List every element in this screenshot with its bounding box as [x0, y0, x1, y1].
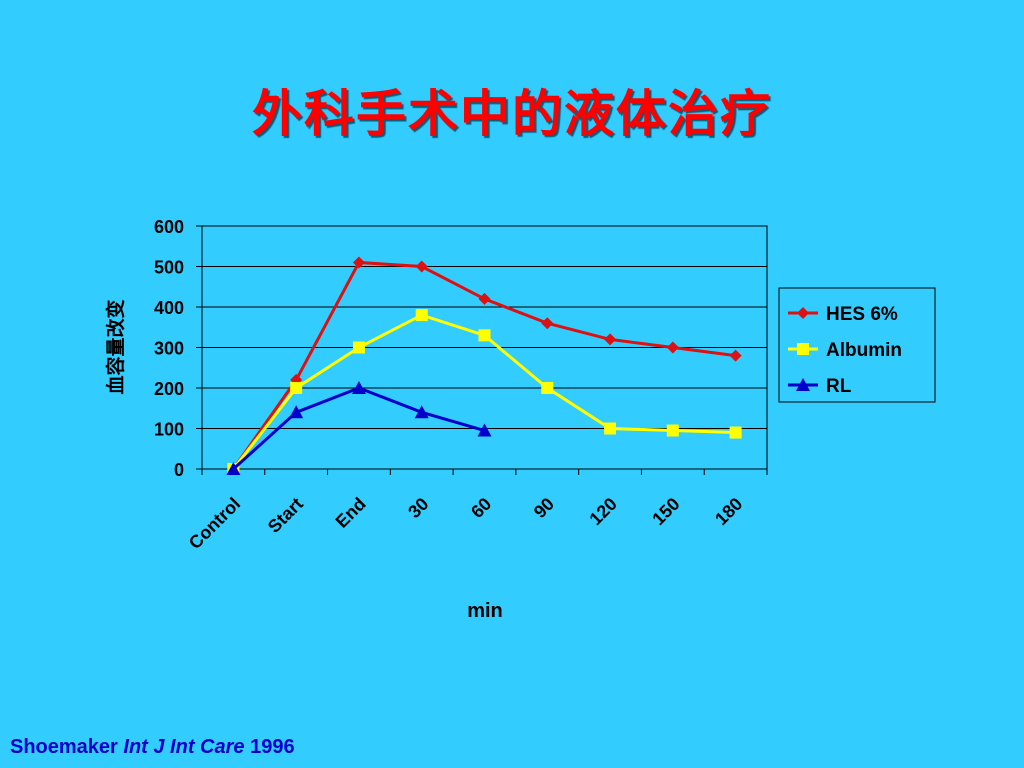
y-axis-label: 血容量改变: [104, 299, 127, 394]
citation: Shoemaker Int J Int Care 1996: [10, 736, 295, 759]
x-tick-label: 60: [467, 494, 495, 522]
x-tick-label: 30: [404, 494, 432, 522]
legend-label: Albumin: [826, 340, 902, 361]
data-point-albumin: [415, 309, 428, 322]
legend-item-albumin: Albumin: [788, 340, 902, 361]
data-point-hes-6: [415, 260, 428, 273]
data-point-albumin: [352, 341, 365, 354]
x-tick-label: 90: [530, 494, 558, 522]
legend-item-hes-6: HES 6%: [788, 304, 898, 325]
citation-year: 1996: [244, 736, 295, 758]
legend-marker: [797, 307, 809, 319]
y-tick-label: 400: [154, 298, 184, 318]
citation-journal: Int J Int Care: [123, 736, 245, 758]
y-tick-label: 0: [174, 460, 184, 480]
series-hes-6: [227, 256, 742, 475]
data-point-albumin: [666, 424, 679, 437]
y-tick-label: 200: [154, 379, 184, 399]
data-point-rl: [414, 405, 429, 419]
y-tick-label: 500: [154, 258, 184, 278]
legend-label: HES 6%: [826, 304, 898, 325]
data-point-rl: [289, 405, 304, 419]
y-axis: 0 100 200 300 400 500 600: [154, 217, 202, 480]
data-point-rl: [477, 423, 492, 437]
data-point-rl: [226, 462, 241, 475]
y-tick-label: 100: [154, 420, 184, 440]
legend-label: RL: [826, 376, 852, 397]
data-point-hes-6: [729, 349, 742, 362]
data-point-albumin: [541, 382, 554, 394]
x-tick-label: 180: [711, 494, 746, 529]
series-rl: [226, 381, 492, 475]
data-point-hes-6: [478, 292, 491, 305]
x-tick-label: 120: [585, 494, 620, 529]
series-albumin: [227, 309, 742, 475]
legend-marker: [796, 378, 810, 391]
legend-item-rl: RL: [788, 376, 852, 397]
data-point-hes-6: [666, 341, 679, 354]
x-tick-label: Start: [264, 494, 307, 537]
data-point-rl: [351, 381, 366, 394]
data-point-hes-6: [352, 256, 365, 269]
y-tick-label: 600: [154, 217, 184, 237]
data-point-albumin: [604, 422, 617, 435]
legend: HES 6% Albumin RL: [778, 287, 936, 403]
x-axis-label: min: [467, 600, 503, 622]
citation-author: Shoemaker: [10, 736, 124, 758]
data-point-albumin: [290, 382, 303, 394]
x-tick-label: 150: [648, 494, 683, 529]
slide-title: 外科手术中的液体治疗: [252, 85, 772, 143]
data-point-albumin: [729, 426, 742, 439]
data-point-albumin: [478, 329, 491, 342]
y-tick-label: 300: [154, 339, 184, 359]
x-tick-label: Control: [185, 494, 244, 553]
legend-marker: [797, 343, 809, 355]
x-tick-label: End: [332, 494, 370, 532]
x-axis: Control Start End 30 60 90 120 150 180: [185, 469, 768, 553]
data-point-hes-6: [604, 333, 617, 346]
data-point-hes-6: [541, 317, 554, 330]
series-layer: [226, 256, 742, 475]
